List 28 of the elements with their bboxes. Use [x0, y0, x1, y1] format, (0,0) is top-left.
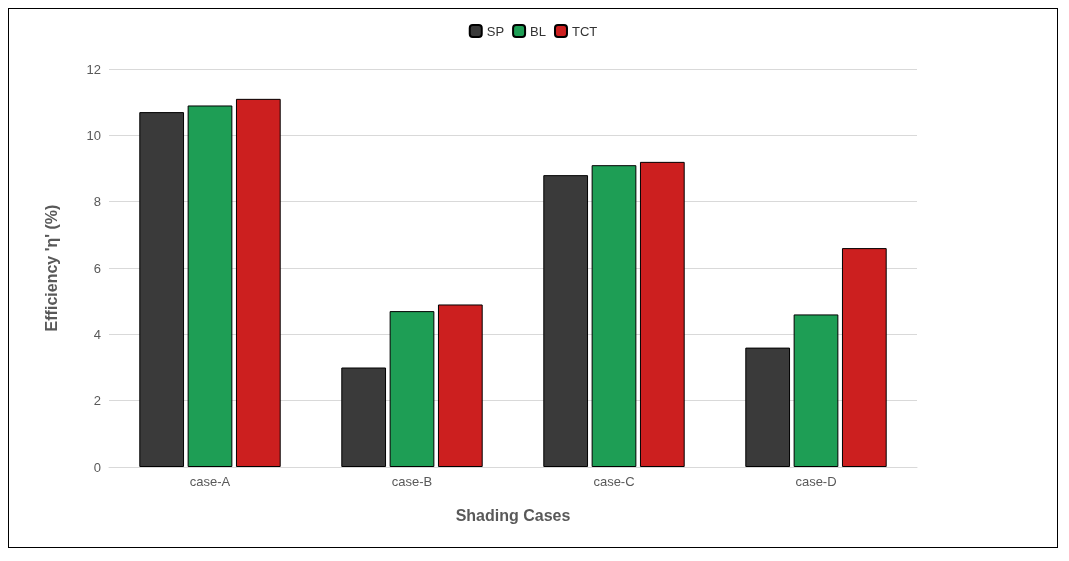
- bar: [745, 347, 791, 467]
- x-tick-label: case-C: [593, 474, 635, 489]
- bar: [235, 98, 281, 467]
- y-tick-label: 12: [86, 61, 101, 77]
- x-tick-label: case-B: [391, 474, 433, 489]
- y-tick-label: 0: [93, 459, 101, 475]
- bar: [437, 304, 483, 467]
- y-axis-title: Efficiency 'η' (%): [42, 204, 60, 332]
- bar: [389, 311, 435, 467]
- x-tick-label: case-A: [189, 474, 231, 489]
- bar: [793, 314, 839, 467]
- bar: [543, 175, 589, 467]
- y-tick-label: 2: [93, 393, 101, 409]
- bar: [187, 105, 233, 467]
- legend-label: SP: [486, 23, 505, 39]
- bar: [591, 165, 637, 467]
- y-tick-label: 4: [93, 326, 101, 342]
- y-tick-label: 6: [93, 260, 101, 276]
- legend-label: BL: [530, 23, 546, 39]
- legend-label: TCT: [571, 23, 598, 39]
- y-tick-label: 10: [86, 127, 101, 143]
- bar: [139, 112, 185, 467]
- bar: [639, 161, 685, 467]
- x-tick-label: case-D: [795, 474, 837, 489]
- x-axis-title: Shading Cases: [455, 506, 571, 524]
- bar: [341, 367, 387, 467]
- y-tick-label: 8: [93, 194, 101, 210]
- bar: [841, 248, 887, 467]
